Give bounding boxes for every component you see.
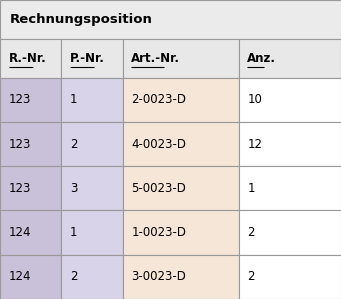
Text: 1: 1 xyxy=(70,93,77,106)
Text: 5-0023-D: 5-0023-D xyxy=(131,182,186,195)
Text: 10: 10 xyxy=(247,93,262,106)
Bar xyxy=(61,78,123,122)
Bar xyxy=(239,166,341,210)
Bar xyxy=(123,255,239,299)
Bar xyxy=(123,78,239,122)
Text: 2: 2 xyxy=(247,270,255,283)
Text: 1: 1 xyxy=(70,226,77,239)
Text: P.-Nr.: P.-Nr. xyxy=(70,52,105,65)
Bar xyxy=(0,210,61,255)
Bar xyxy=(239,39,341,78)
Bar xyxy=(61,122,123,166)
Bar xyxy=(239,78,341,122)
Bar xyxy=(61,255,123,299)
Bar xyxy=(239,255,341,299)
Bar xyxy=(61,166,123,210)
Text: P.-Nr.: P.-Nr. xyxy=(70,52,105,65)
Bar xyxy=(0,255,61,299)
Bar xyxy=(61,39,123,78)
Bar xyxy=(123,166,239,210)
Text: Anz.: Anz. xyxy=(247,52,276,65)
Bar xyxy=(123,122,239,166)
Bar xyxy=(239,210,341,255)
Text: 1-0023-D: 1-0023-D xyxy=(131,226,186,239)
Text: Art.-Nr.: Art.-Nr. xyxy=(131,52,180,65)
Text: R.-Nr.: R.-Nr. xyxy=(9,52,46,65)
Bar xyxy=(239,122,341,166)
Text: 3-0023-D: 3-0023-D xyxy=(131,270,186,283)
Bar xyxy=(0,0,341,39)
Text: R.-Nr.: R.-Nr. xyxy=(9,52,46,65)
Text: 123: 123 xyxy=(9,93,31,106)
Text: 4-0023-D: 4-0023-D xyxy=(131,138,186,151)
Text: Art.-Nr.: Art.-Nr. xyxy=(131,52,180,65)
Text: 12: 12 xyxy=(247,138,262,151)
Text: 1: 1 xyxy=(247,182,255,195)
Text: 123: 123 xyxy=(9,182,31,195)
Text: 2-0023-D: 2-0023-D xyxy=(131,93,186,106)
Text: 124: 124 xyxy=(9,270,31,283)
Text: Rechnungsposition: Rechnungsposition xyxy=(10,13,153,26)
Text: 2: 2 xyxy=(70,138,77,151)
Bar xyxy=(61,210,123,255)
Text: 124: 124 xyxy=(9,226,31,239)
Text: 3: 3 xyxy=(70,182,77,195)
Bar xyxy=(0,122,61,166)
Text: 123: 123 xyxy=(9,138,31,151)
Text: 2: 2 xyxy=(70,270,77,283)
Bar xyxy=(0,78,61,122)
Bar xyxy=(0,166,61,210)
Text: Anz.: Anz. xyxy=(247,52,276,65)
Text: 2: 2 xyxy=(247,226,255,239)
Bar xyxy=(123,210,239,255)
Bar xyxy=(123,39,239,78)
Bar xyxy=(0,39,61,78)
